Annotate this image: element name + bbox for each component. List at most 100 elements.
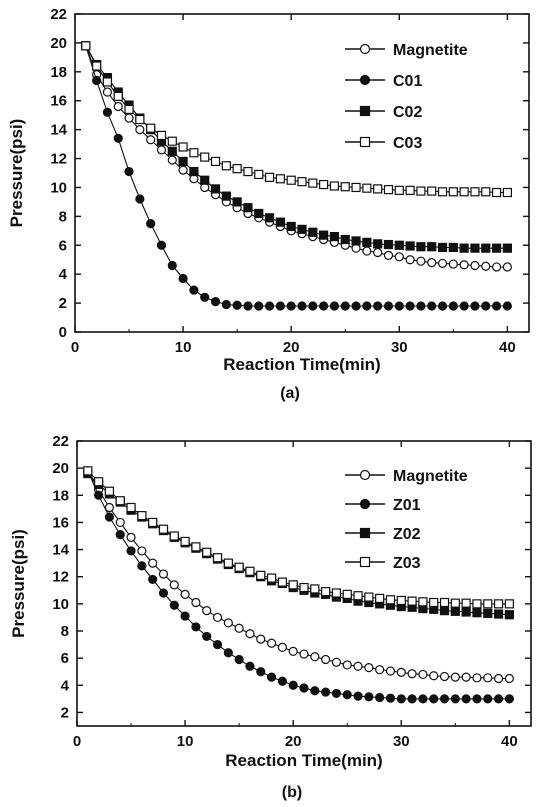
legend-label-magnetite: Magnetite xyxy=(393,42,468,59)
legend-marker xyxy=(359,74,371,86)
data-point xyxy=(429,597,439,608)
data-point xyxy=(210,297,221,307)
data-point xyxy=(481,301,491,311)
data-point xyxy=(491,243,502,253)
data-point xyxy=(340,301,350,311)
y-tick-label: 10 xyxy=(50,179,67,196)
data-point xyxy=(232,300,242,310)
data-point xyxy=(256,634,266,644)
data-point xyxy=(493,694,504,704)
data-point xyxy=(491,187,502,198)
data-point xyxy=(439,606,450,616)
data-point xyxy=(448,242,458,253)
data-point xyxy=(202,606,212,616)
data-point xyxy=(319,230,329,240)
data-point xyxy=(115,496,125,506)
data-point xyxy=(375,665,385,675)
data-point xyxy=(180,611,190,621)
data-point xyxy=(146,123,156,133)
data-point xyxy=(437,258,448,268)
data-point xyxy=(459,187,469,197)
data-point xyxy=(126,532,136,542)
data-point xyxy=(180,589,190,599)
y-axis-title: Pressure(psi) xyxy=(7,119,26,228)
data-point xyxy=(321,654,331,665)
data-point xyxy=(439,597,450,608)
data-point xyxy=(299,649,309,659)
y-tick-label: 8 xyxy=(61,623,69,640)
data-point xyxy=(405,255,415,265)
data-point xyxy=(212,612,223,623)
data-point xyxy=(319,179,329,190)
data-point xyxy=(137,546,147,556)
data-point xyxy=(202,631,212,642)
series-z02 xyxy=(83,468,514,620)
series-magnetite xyxy=(81,41,512,272)
legend-marker xyxy=(359,469,371,481)
data-point xyxy=(178,165,188,175)
data-point xyxy=(394,252,404,262)
data-point xyxy=(375,593,385,604)
data-point xyxy=(394,185,404,195)
data-point xyxy=(310,686,320,696)
data-point xyxy=(135,114,145,125)
data-point xyxy=(385,595,396,605)
data-point xyxy=(450,606,460,616)
data-point xyxy=(191,542,201,552)
data-point xyxy=(81,41,91,51)
data-point xyxy=(429,671,439,681)
data-point xyxy=(191,597,201,608)
data-point xyxy=(124,104,134,115)
data-point xyxy=(308,301,318,311)
data-point xyxy=(470,260,480,271)
series-c02 xyxy=(81,41,512,253)
data-point xyxy=(416,242,426,252)
data-point xyxy=(200,292,210,302)
y-tick-label: 18 xyxy=(50,64,67,81)
data-point xyxy=(115,517,125,528)
data-point xyxy=(437,187,448,197)
data-point xyxy=(310,584,320,594)
data-point xyxy=(502,243,512,253)
data-point xyxy=(286,301,296,311)
data-point xyxy=(200,152,210,162)
data-point xyxy=(373,239,383,249)
data-point xyxy=(104,512,115,522)
data-point xyxy=(299,582,309,593)
y-tick-label: 0 xyxy=(59,324,67,341)
data-point xyxy=(221,191,231,201)
series-z01 xyxy=(83,466,514,704)
data-point xyxy=(148,558,158,568)
data-point xyxy=(234,562,244,572)
data-point xyxy=(178,273,188,284)
data-point xyxy=(223,618,233,628)
y-tick-label: 4 xyxy=(61,677,70,694)
data-point xyxy=(353,661,363,671)
y-tick-label: 22 xyxy=(52,433,69,450)
data-point xyxy=(396,595,406,606)
data-point xyxy=(472,673,482,683)
data-point xyxy=(92,75,102,86)
data-point xyxy=(113,101,123,112)
data-point xyxy=(256,667,266,677)
x-tick-label: 40 xyxy=(499,339,516,356)
data-point xyxy=(277,676,287,686)
data-point xyxy=(405,185,415,195)
data-point xyxy=(266,638,277,648)
data-point xyxy=(223,648,233,658)
series-z03 xyxy=(83,466,514,609)
plot-frame xyxy=(76,440,532,727)
data-point xyxy=(266,573,277,583)
data-point xyxy=(137,561,147,571)
data-point xyxy=(491,301,502,311)
x-tick-label: 20 xyxy=(283,339,300,356)
data-point xyxy=(461,607,471,617)
data-point xyxy=(504,610,514,620)
series-line xyxy=(87,470,510,700)
legend-label-c03: C03 xyxy=(393,135,422,152)
data-point xyxy=(137,511,147,521)
legend-marker xyxy=(359,527,371,539)
data-point xyxy=(364,692,374,702)
data-point xyxy=(470,187,480,197)
